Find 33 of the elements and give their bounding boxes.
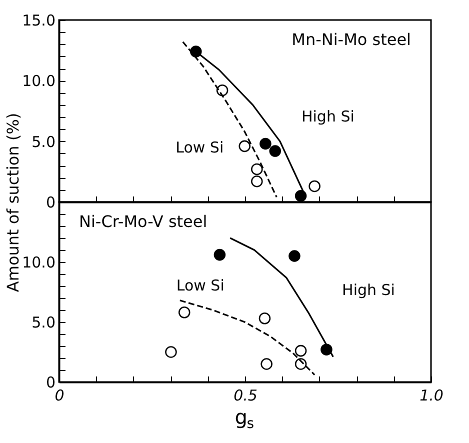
y-tick-label: 0 — [46, 374, 56, 392]
x-tick-label: 0.5 — [234, 386, 258, 404]
line-series — [229, 237, 334, 358]
y-tick-label: 5.0 — [32, 314, 56, 332]
annotation: High Si — [301, 107, 354, 126]
point — [258, 312, 271, 324]
point — [294, 358, 307, 370]
annotation: High Si — [342, 281, 395, 300]
x-tick-label: 1.0 — [420, 386, 444, 404]
point — [308, 180, 320, 192]
text: Mn-Ni-Mo steel — [292, 30, 411, 49]
y-tick-label: 10.0 — [22, 254, 56, 272]
point — [294, 344, 307, 357]
point — [288, 250, 300, 262]
line-series — [179, 300, 316, 376]
point — [294, 190, 307, 202]
annotation: Low Si — [176, 138, 224, 156]
point — [214, 248, 226, 261]
y-tick-label: 5.0 — [32, 132, 56, 151]
point — [260, 138, 272, 150]
point — [269, 145, 282, 157]
y-tick-label: 10.0 — [22, 72, 56, 90]
point — [178, 306, 190, 318]
text: Ni-Cr-Mo-V steel — [79, 212, 208, 231]
point — [251, 175, 263, 188]
point — [238, 140, 251, 152]
point — [251, 163, 263, 176]
point — [260, 358, 272, 370]
y-tick-label: 0 — [46, 194, 56, 212]
y-tick-label: 15.0 — [22, 12, 56, 30]
point — [165, 346, 177, 358]
annotation: Low Si — [176, 276, 224, 295]
y-axis-title: Amount of suction (%) — [4, 112, 22, 292]
